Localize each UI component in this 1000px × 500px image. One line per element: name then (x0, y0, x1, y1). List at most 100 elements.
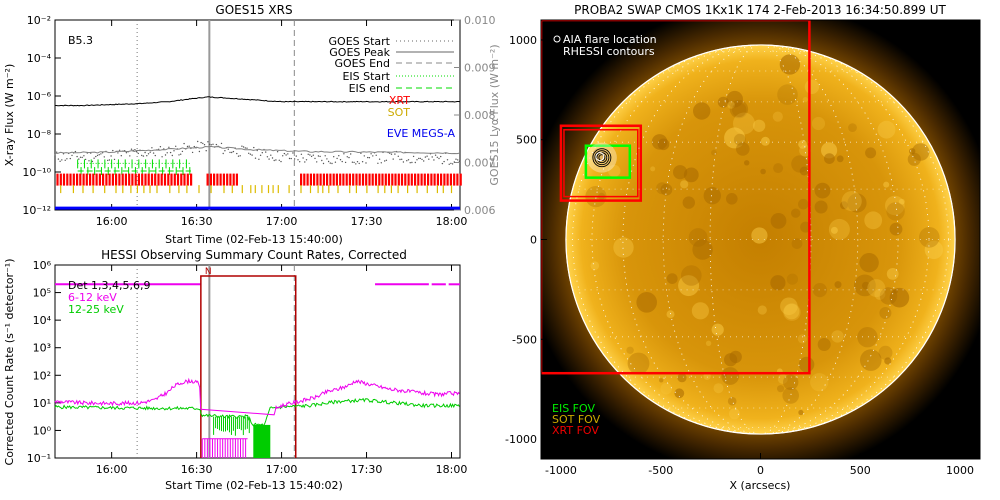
goes-short-point (149, 151, 151, 153)
xrt-observation-mark (420, 173, 423, 186)
xrt-observation-mark (222, 173, 225, 186)
solar-texture-blob (773, 163, 784, 174)
goes-short-point (180, 153, 182, 155)
solar-texture-blob (877, 120, 896, 139)
hessi-y-tick-label: 10⁵ (33, 287, 51, 300)
goes-short-point (207, 141, 209, 143)
goes-short-point (319, 155, 321, 158)
hessi-x-tick-label: 17:00 (266, 463, 298, 476)
goes-y-tick-label: 10⁻⁶ (27, 90, 52, 103)
goes-short-point (188, 145, 190, 147)
goes-short-point (411, 161, 413, 164)
goes-short-point (375, 154, 377, 156)
xrt-observation-mark (374, 173, 378, 186)
solar-texture-blob (824, 153, 835, 165)
xrt-observation-mark (443, 173, 446, 186)
solar-texture-blob (879, 307, 892, 319)
xrt-observation-mark (190, 173, 193, 186)
goes-short-point (146, 155, 148, 157)
xrt-observation-mark (79, 173, 82, 186)
xrt-observation-mark (183, 173, 186, 186)
goes-short-point (351, 161, 354, 163)
solar-texture-blob (657, 138, 670, 151)
goes-short-point (455, 158, 457, 160)
goes-short-point (159, 146, 162, 148)
goes-short-point (361, 161, 364, 163)
swap-x-tick-label: 1000 (946, 464, 974, 477)
solar-texture-blob (836, 155, 844, 163)
goes-short-point (380, 162, 382, 164)
goes-short-point (147, 153, 150, 155)
hessi-legend: Det 1,3,4,5,6,9 6-12 keV 12-25 keV (68, 279, 151, 316)
solar-texture-blob (660, 183, 673, 196)
goes-title: GOES15 XRS (215, 3, 292, 17)
xrt-observation-mark (306, 173, 309, 186)
hessi-x-tick-label: 17:30 (351, 463, 383, 476)
goes-short-point (414, 161, 416, 164)
goes-short-point (95, 155, 97, 158)
solar-texture-blob (729, 99, 749, 119)
aia-flare-location (595, 152, 605, 162)
goes-short-point (360, 152, 362, 154)
goes-short-point (215, 143, 218, 146)
goes-short-point (178, 154, 180, 156)
solar-texture-blob (798, 409, 804, 416)
longitude-line (662, 44, 859, 435)
goes-short-point (76, 155, 78, 158)
xrt-observation-mark (313, 173, 316, 186)
xrt-observation-mark (137, 173, 140, 186)
goes-short-point (241, 145, 243, 147)
xrt-observation-mark (69, 173, 72, 186)
xrt-observation-mark (124, 173, 127, 186)
solar-texture-blob (770, 213, 787, 229)
goes-short-point (254, 157, 257, 159)
goes-short-point (210, 144, 212, 146)
goes-short-point (370, 153, 372, 155)
goes-short-point (91, 160, 94, 163)
hessi-y-tick-label: 10² (33, 369, 51, 382)
swap-x-label: X (arcsecs) (730, 479, 791, 492)
goes-short-point (302, 157, 304, 159)
goes-short-point (438, 157, 440, 160)
swap-x-ticks: -1000 -500 0 500 1000 (545, 453, 974, 477)
goes-short-point (78, 158, 80, 160)
goes-right-y-tick-label: 0.007 (464, 157, 496, 170)
legend-hessi-band2: 12-25 keV (68, 303, 124, 316)
solar-texture-blob (847, 193, 867, 213)
goes-short-point (120, 155, 123, 157)
goes-short-point (191, 151, 194, 154)
goes-short-point (292, 152, 294, 154)
goes-short-point (402, 161, 405, 163)
xrt-observation-mark (167, 173, 170, 186)
xrt-observation-mark (150, 173, 154, 186)
goes-short-point (421, 158, 423, 161)
solar-texture-blob (683, 167, 699, 183)
solar-texture-blob (804, 79, 820, 95)
goes-short-point (84, 158, 87, 161)
goes-x-tick-label: 17:00 (266, 215, 298, 228)
solar-texture-blob (659, 378, 664, 383)
xrt-observation-mark (186, 173, 189, 186)
legend-goes-end: GOES End (334, 57, 390, 70)
solar-texture-blob (613, 237, 634, 258)
xrt-observation-mark (394, 173, 397, 186)
xrt-observation-mark (417, 173, 420, 186)
xrt-observation-mark (384, 173, 387, 186)
goes-right-y-tick-label: 0.008 (464, 109, 496, 122)
flare-glow (586, 142, 617, 173)
goes-short-point (112, 149, 114, 152)
hessi-6-12kev-series (54, 377, 460, 416)
xrt-observation-mark (56, 173, 59, 186)
xrt-observation-mark (316, 173, 319, 186)
xrt-observation-mark (111, 173, 114, 186)
goes-y-tick-label: 10⁻⁸ (27, 128, 52, 141)
solar-texture-blob (878, 345, 893, 360)
hessi-y-label: Corrected Count Rate (s⁻¹ detector⁻¹) (3, 259, 16, 466)
xrt-observation-mark (72, 173, 75, 186)
goes-short-point (314, 157, 316, 160)
goes-short-point (322, 162, 325, 165)
xrt-observation-mark (229, 173, 232, 186)
goes-right-y-tick-label: 0.006 (464, 204, 496, 217)
goes-short-point (54, 154, 56, 156)
fov-box-xrt-inner (563, 129, 639, 198)
